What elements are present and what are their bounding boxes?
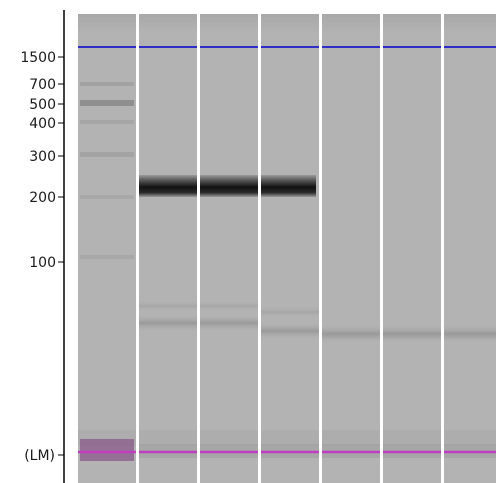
y-axis-labels: 1500 700 500 400 300 200 100 (LM)	[20, 50, 56, 464]
lane-6	[383, 14, 441, 483]
faint-smears	[139, 300, 496, 344]
lane-separators	[136, 14, 444, 483]
tick-label-500: 500	[29, 97, 56, 113]
tick-label-100: 100	[29, 255, 56, 271]
ladder-band-100	[80, 255, 134, 259]
lane-strips	[78, 14, 496, 483]
ladder-band-400	[80, 120, 134, 124]
ladder-band-200	[80, 195, 134, 199]
ladder-band-700	[80, 82, 134, 86]
lane-2	[139, 14, 197, 483]
lane-7	[444, 14, 496, 483]
y-axis-ticks	[58, 56, 64, 456]
ladder-lane-bands	[80, 82, 134, 259]
tick-label-200: 200	[29, 190, 56, 206]
ladder-band-300	[80, 152, 134, 157]
band-lane-2	[139, 175, 197, 197]
lane-3	[200, 14, 258, 483]
tick-label-400: 400	[29, 116, 56, 132]
band-lane-3	[200, 175, 258, 197]
ladder-lm-smudge	[80, 439, 134, 461]
band-lane-4	[261, 175, 316, 197]
lane-1	[78, 14, 136, 483]
tick-label-1500: 1500	[20, 50, 56, 66]
tick-label-700: 700	[29, 77, 56, 93]
lower-marker-region	[78, 430, 496, 461]
tick-label-lm: (LM)	[24, 448, 55, 464]
lane-4	[261, 14, 319, 483]
lane-5	[322, 14, 380, 483]
sample-bands	[139, 175, 316, 197]
ladder-band-500	[80, 100, 134, 106]
top-shading	[78, 14, 496, 34]
tick-label-300: 300	[29, 149, 56, 165]
